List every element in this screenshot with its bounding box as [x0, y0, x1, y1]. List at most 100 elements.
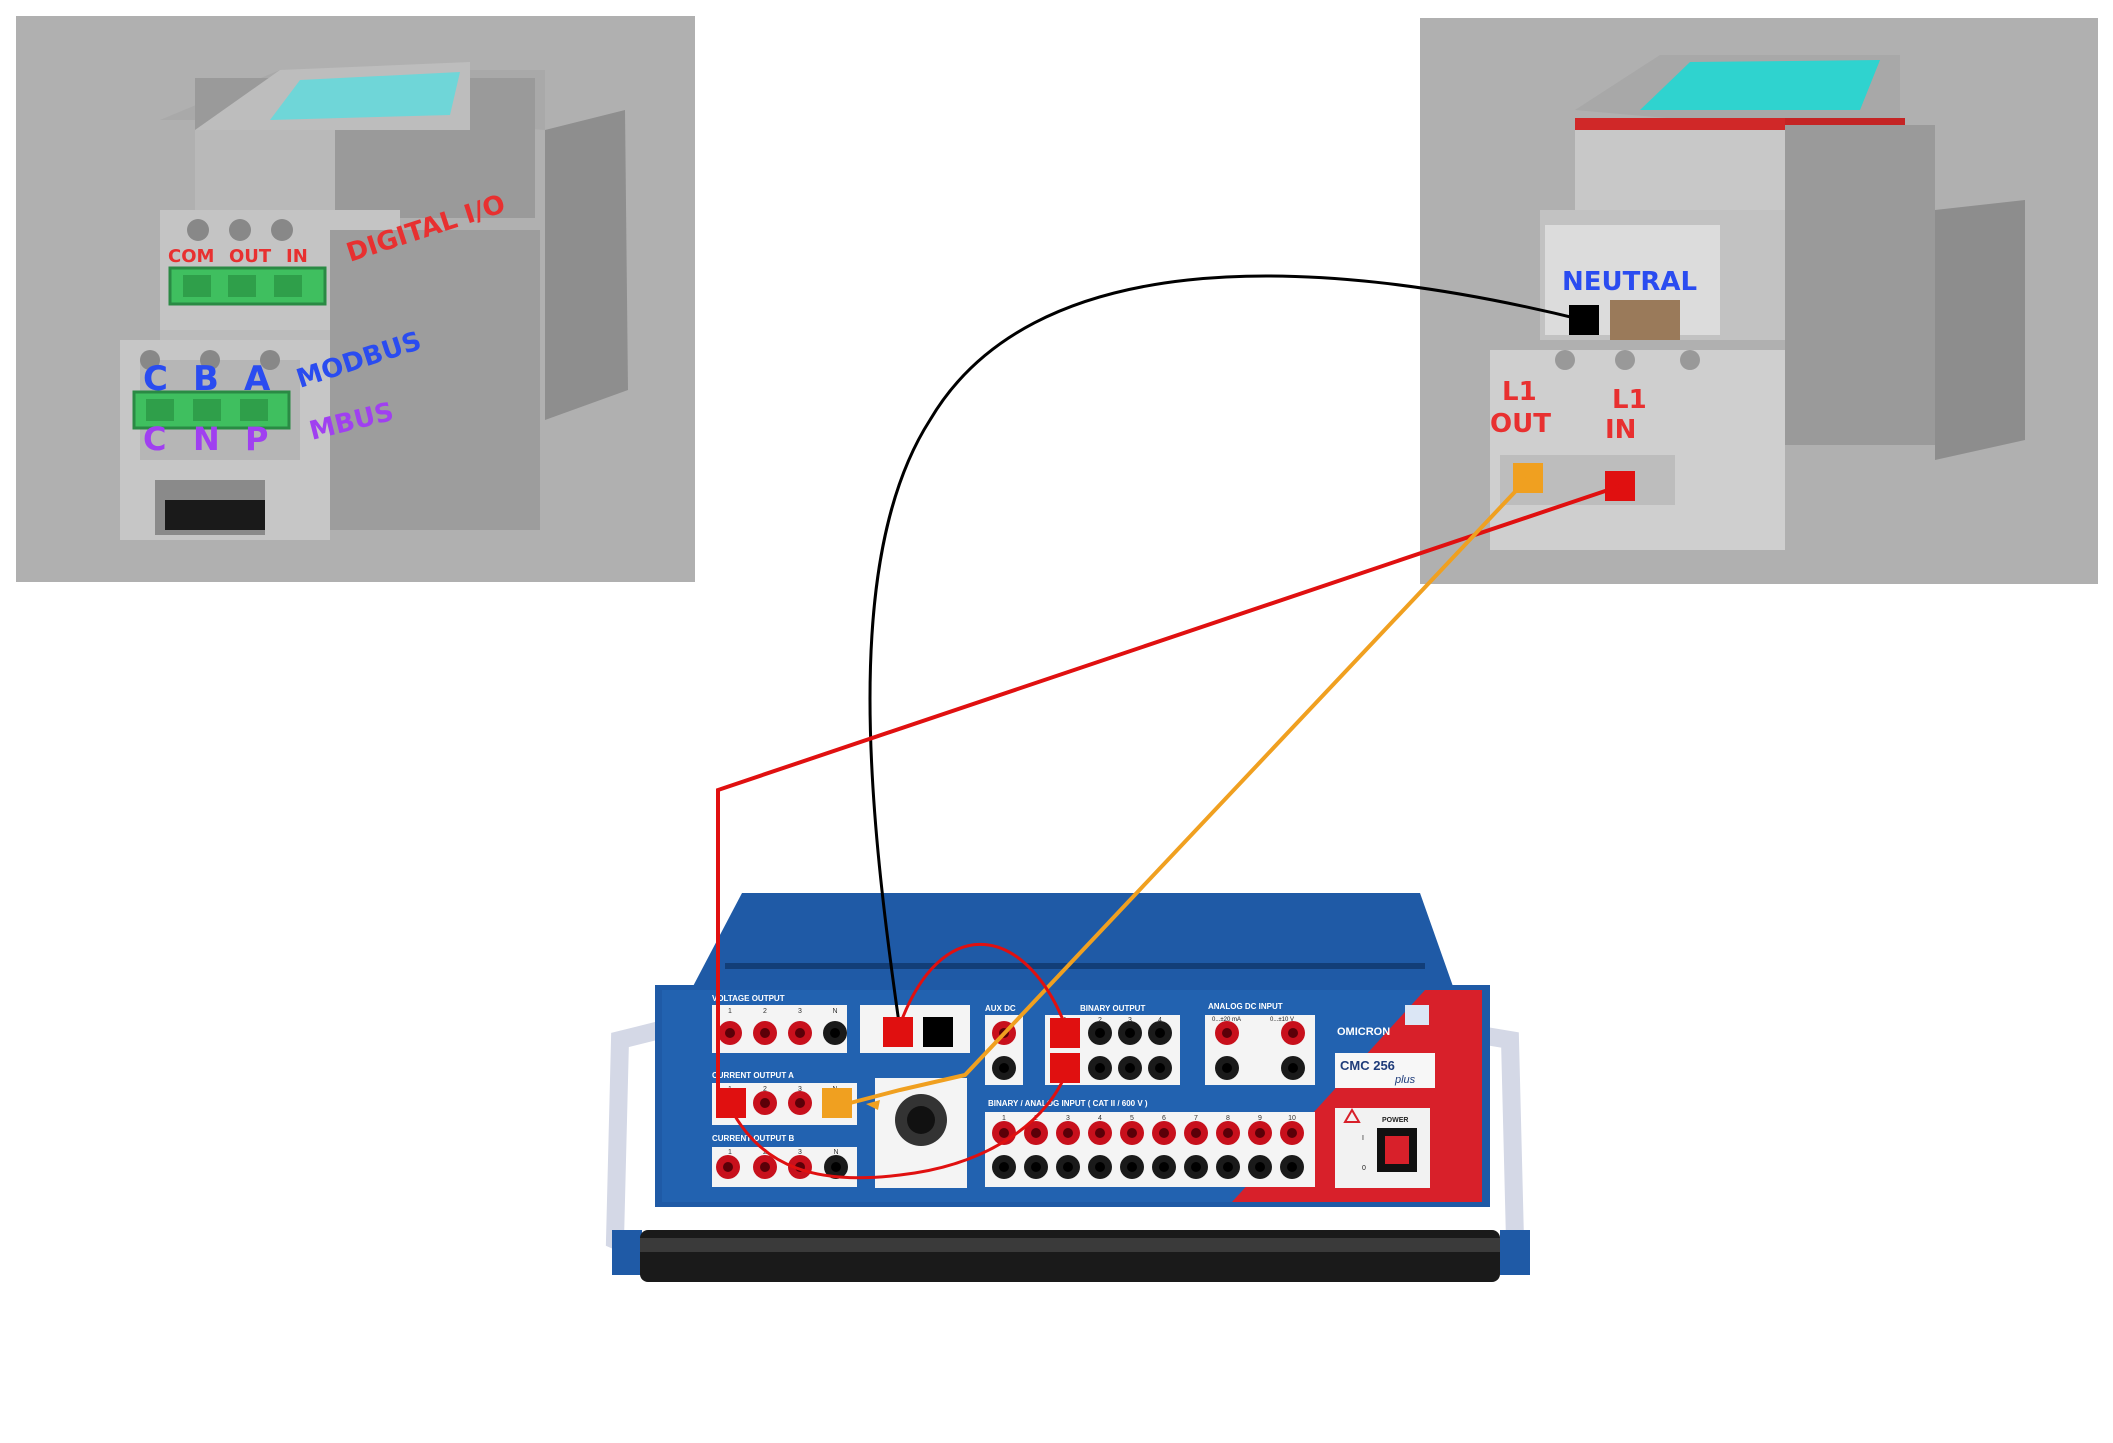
analog-dc-input-label: ANALOG DC INPUT — [1208, 1002, 1283, 1011]
current-out-orange-connector — [822, 1088, 852, 1118]
aux-dc-socket-minus-hole — [999, 1063, 1009, 1073]
current-out-red-connector — [716, 1088, 746, 1118]
voltage-channel-number: 1 — [728, 1008, 732, 1015]
l1-out-label-line2: OUT — [1490, 409, 1551, 439]
binary-input-channel-number: 10 — [1288, 1115, 1296, 1122]
binary-output-channel-number: 4 — [1158, 1017, 1162, 1024]
binary-input-channel-number: 4 — [1098, 1115, 1102, 1122]
binary-out-red-connector-1 — [1050, 1018, 1080, 1048]
com-terminal-label: COM — [168, 246, 214, 267]
red-current-jumper-wire — [726, 1067, 1070, 1180]
analog-range-current-label: 0...±20 mA — [1212, 1017, 1241, 1023]
current-b-channel-number: 1 — [728, 1149, 732, 1156]
voltage-channel-number: N — [832, 1008, 837, 1015]
voltage-output-socket-2-hole — [760, 1028, 770, 1038]
binary-input-socket-bottom-10-hole — [1287, 1162, 1297, 1172]
analog-dc-socket-ma-minus-hole — [1222, 1063, 1232, 1073]
binary-output-channel-number: 3 — [1128, 1017, 1132, 1024]
binary-input-channel-number: 1 — [1002, 1115, 1006, 1122]
carry-handle-bar — [640, 1230, 1500, 1282]
binary-input-channel-number: 8 — [1226, 1115, 1230, 1122]
binary-input-label: BINARY / ANALOG INPUT ( CAT II / 600 V ) — [988, 1099, 1148, 1108]
binary-input-socket-bottom-9-hole — [1255, 1162, 1265, 1172]
binary-input-channel-number: 3 — [1066, 1115, 1070, 1122]
l1-out-label-line1: L1 — [1502, 377, 1537, 407]
binary-output-socket-bottom-2-hole — [1095, 1063, 1105, 1073]
wiring — [716, 274, 1621, 1180]
binary-output-socket-top-4-hole — [1155, 1028, 1165, 1038]
voltage-channel-number: 3 — [798, 1008, 802, 1015]
socket-group — [716, 1021, 1305, 1179]
voltage-channel-number: 2 — [763, 1008, 767, 1015]
current-output-a-label: CURRENT OUTPUT A — [712, 1071, 794, 1080]
model-badge — [1335, 1053, 1435, 1088]
model-suffix: plus — [1394, 1074, 1416, 1086]
mbus-pin-c-label: C — [143, 420, 166, 458]
voltage-output-label: VOLTAGE OUTPUT — [712, 994, 785, 1003]
red-voltage-jumper-wire — [895, 942, 1070, 1034]
power-on-mark: I — [1362, 1135, 1364, 1142]
red-l1-in-wire — [716, 484, 1621, 1103]
binary-input-channel-number: 5 — [1130, 1115, 1134, 1122]
binary-input-socket-bottom-7-hole — [1191, 1162, 1201, 1172]
neutral-label: NEUTRAL — [1562, 267, 1697, 297]
omicron-brand: OMICRON — [1337, 1026, 1390, 1038]
binary-output-channel-number: 2 — [1098, 1017, 1102, 1024]
right-meter-image: NEUTRAL L1 OUT L1 IN — [1420, 18, 2098, 584]
omicron-test-set: VOLTAGE OUTPUT CURRENT OUTPUT A CURRENT … — [605, 893, 1530, 1282]
black-neutral-wire — [868, 274, 1584, 1031]
current-output-b-socket-n-hole — [831, 1162, 841, 1172]
binary-input-socket-bottom-3-hole — [1063, 1162, 1073, 1172]
power-off-mark: 0 — [1362, 1165, 1366, 1172]
current-output-b-socket-2-hole — [760, 1162, 770, 1172]
binary-input-socket-top-4-hole — [1095, 1128, 1105, 1138]
binary-input-socket-bottom-6-hole — [1159, 1162, 1169, 1172]
current-a-channel-number: 2 — [763, 1086, 767, 1093]
power-label: POWER — [1382, 1117, 1408, 1124]
binary-input-socket-top-9-hole — [1255, 1128, 1265, 1138]
binary-input-channel-number: 6 — [1162, 1115, 1166, 1122]
l1-in-label-line1: L1 — [1612, 385, 1647, 415]
current-output-a-socket-2-hole — [760, 1098, 770, 1108]
left-meter-image: COM OUT IN DIGITAL I/O C B A MODBUS C N … — [16, 16, 695, 582]
binary-input-socket-bottom-1-hole — [999, 1162, 1009, 1172]
binary-input-socket-top-5-hole — [1127, 1128, 1137, 1138]
modbus-pin-b-label: B — [193, 359, 219, 399]
binary-output-socket-bottom-4-hole — [1155, 1063, 1165, 1073]
analog-range-voltage-label: 0...±10 V — [1270, 1017, 1294, 1023]
analog-dc-socket-v-minus-hole — [1288, 1063, 1298, 1073]
binary-input-socket-bottom-5-hole — [1127, 1162, 1137, 1172]
binary-out-red-connector-2 — [1050, 1053, 1080, 1083]
analog-dc-socket-v-plus-hole — [1288, 1028, 1298, 1038]
model-name: CMC 256 — [1340, 1058, 1395, 1073]
binary-input-socket-top-6-hole — [1159, 1128, 1169, 1138]
binary-output-socket-bottom-3-hole — [1125, 1063, 1135, 1073]
binary-input-channel-number: 9 — [1258, 1115, 1262, 1122]
binary-input-socket-bottom-2-hole — [1031, 1162, 1041, 1172]
binary-input-socket-top-2-hole — [1031, 1128, 1041, 1138]
current-output-b-socket-1-hole — [723, 1162, 733, 1172]
current-b-channel-number: N — [833, 1149, 838, 1156]
mbus-pin-n-label: N — [193, 420, 220, 458]
neutral-terminal-connector — [1569, 305, 1599, 335]
binary-output-socket-top-2-hole — [1095, 1028, 1105, 1038]
l1-in-label-line2: IN — [1605, 415, 1636, 445]
modbus-pin-a-label: A — [244, 359, 271, 399]
modbus-pin-c-label: C — [143, 359, 168, 399]
orange-l1-out-wire — [849, 476, 1530, 1105]
binary-output-socket-top-3-hole — [1125, 1028, 1135, 1038]
voltage-out-red-connector — [883, 1017, 913, 1047]
binary-input-socket-top-8-hole — [1223, 1128, 1233, 1138]
voltage-out-black-connector — [923, 1017, 953, 1047]
voltage-output-socket-3-hole — [795, 1028, 805, 1038]
binary-input-socket-bottom-8-hole — [1223, 1162, 1233, 1172]
current-a-channel-number: 3 — [798, 1086, 802, 1093]
current-b-channel-number: 3 — [798, 1149, 802, 1156]
binary-input-socket-top-7-hole — [1191, 1128, 1201, 1138]
binary-input-socket-bottom-4-hole — [1095, 1162, 1105, 1172]
binary-input-socket-top-10-hole — [1287, 1128, 1297, 1138]
in-terminal-label: IN — [286, 246, 308, 267]
analog-dc-socket-ma-plus-hole — [1222, 1028, 1232, 1038]
voltage-output-socket-1-hole — [725, 1028, 735, 1038]
